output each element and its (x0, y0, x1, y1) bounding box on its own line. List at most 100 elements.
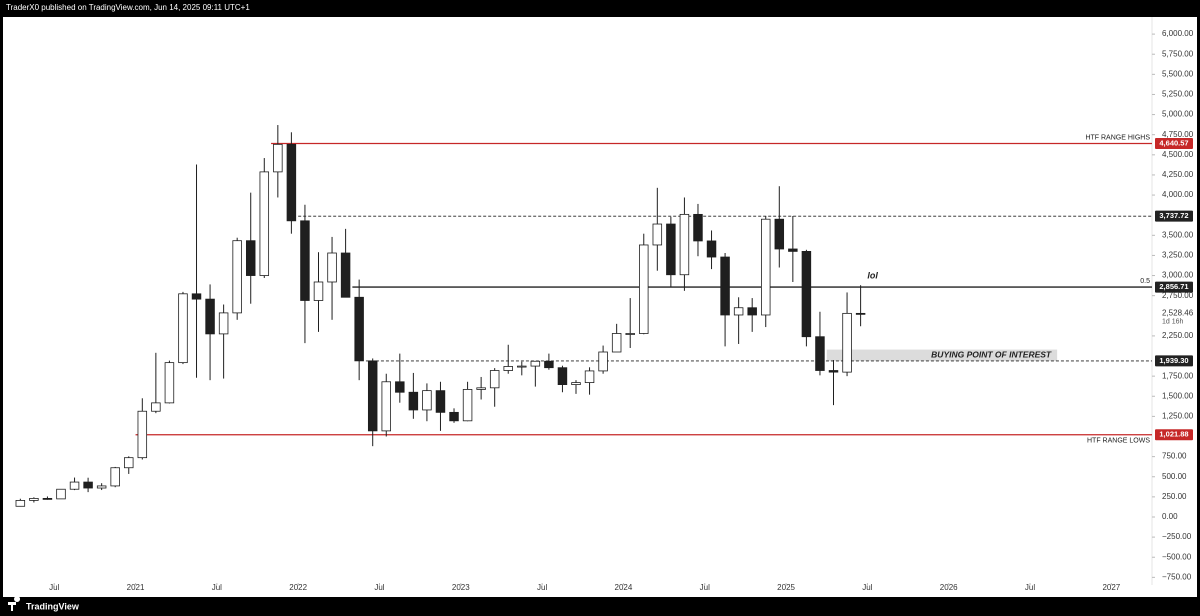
candle-body (273, 143, 283, 173)
level-name: 0.5 (1140, 278, 1150, 285)
candle-body (191, 293, 202, 300)
x-tick-label: Jul (212, 583, 222, 592)
level-name: HTF RANGE LOWS (1087, 438, 1150, 445)
candle-body (435, 390, 446, 413)
candle-body (774, 218, 785, 250)
candle-body (449, 411, 459, 422)
x-tick-label: Jul (1025, 583, 1035, 592)
level-badge (1155, 355, 1193, 367)
candle-body (639, 244, 649, 334)
candle-body (367, 360, 378, 432)
candle-body (422, 390, 432, 411)
candle-body (354, 296, 364, 362)
x-tick-label: Jul (374, 583, 384, 592)
candle-body (69, 481, 80, 490)
x-tick-label: Jul (49, 583, 59, 592)
candle-body (544, 360, 554, 369)
candle-body (15, 500, 26, 507)
candle-body (218, 312, 229, 335)
level-badge-label: 1,021.88 (1159, 430, 1188, 439)
y-tick-label: −750.00 (1162, 572, 1192, 581)
candle-body (828, 370, 839, 373)
candle-body (666, 223, 676, 276)
candle-body (259, 171, 270, 276)
candle-body (96, 485, 107, 489)
y-tick-label: 3,250.00 (1162, 251, 1194, 260)
candle-body (598, 351, 608, 372)
level-badge-label: 3,737.72 (1159, 211, 1188, 220)
x-tick-label: Jul (862, 583, 872, 592)
y-tick-label: 5,750.00 (1162, 49, 1194, 58)
candle-body (462, 389, 473, 422)
candle-body (164, 362, 175, 404)
footer-brand: TradingView (26, 601, 80, 611)
candle-body (381, 381, 391, 432)
annotation: lol (867, 271, 878, 281)
candle-body (124, 457, 134, 469)
level-badge-label: 4,640.57 (1159, 138, 1188, 147)
y-tick-label: 0.00 (1162, 512, 1178, 521)
x-tick-label: 2027 (1102, 583, 1120, 592)
level-badge-label: 1,939.30 (1159, 356, 1188, 365)
candle-body (327, 252, 337, 283)
y-tick-label: 1,750.00 (1162, 371, 1194, 380)
y-tick-label: 500.00 (1162, 472, 1187, 481)
logo-icon (8, 596, 21, 611)
y-tick-label: −500.00 (1162, 552, 1192, 561)
candle-body (679, 213, 690, 276)
level-badge (1155, 138, 1193, 150)
x-tick-label: 2021 (127, 583, 145, 592)
candle-body (489, 370, 500, 389)
candle-body (584, 370, 595, 383)
candle-body (245, 240, 256, 276)
last-price: 2,528.46 (1162, 309, 1194, 318)
candle-body (151, 402, 161, 412)
candle-body (788, 248, 798, 252)
candle-body (286, 143, 297, 222)
y-tick-label: 4,250.00 (1162, 170, 1194, 179)
candle-body (625, 333, 635, 335)
header-text: TraderX0 published on TradingView.com, J… (6, 3, 250, 12)
candle-body (503, 366, 513, 371)
y-tick-label: 4,750.00 (1162, 130, 1194, 139)
y-tick-label: 250.00 (1162, 492, 1187, 501)
y-tick-label: −250.00 (1162, 532, 1192, 541)
candle-body (110, 467, 120, 487)
candle-body (706, 240, 717, 258)
y-tick-label: 2,250.00 (1162, 331, 1194, 340)
countdown: 1d 16h (1162, 318, 1184, 325)
y-tick-label: 4,000.00 (1162, 190, 1194, 199)
y-tick-label: 3,000.00 (1162, 271, 1194, 280)
zone-label: BUYING POINT OF INTEREST (931, 350, 1052, 360)
candle-body (801, 250, 812, 338)
candle-body (83, 481, 93, 489)
candle-body (42, 498, 53, 500)
candle-body (842, 312, 852, 373)
candle-body (720, 256, 730, 316)
candle-body (340, 252, 351, 298)
candle-body (408, 391, 419, 411)
x-tick-label: Jul (700, 583, 710, 592)
x-tick-label: 2023 (452, 583, 470, 592)
x-tick-label: Jul (537, 583, 547, 592)
x-tick-label: 2025 (777, 583, 795, 592)
candle-body (611, 333, 622, 353)
candle-body (205, 298, 215, 335)
candle-body (855, 312, 866, 315)
candle-body (313, 281, 324, 301)
level-badge (1155, 210, 1193, 222)
level-name: HTF RANGE HIGHS (1085, 134, 1150, 141)
candle-body (761, 218, 771, 316)
y-tick-label: 2,750.00 (1162, 291, 1194, 300)
candle-body (56, 488, 66, 500)
level-badge (1155, 429, 1193, 441)
candle-body (178, 293, 188, 364)
candle-body (395, 381, 405, 393)
candle-body (29, 498, 39, 501)
level-badge-label: 2,856.71 (1159, 282, 1188, 291)
y-tick-label: 5,250.00 (1162, 90, 1194, 99)
candle-body (530, 360, 541, 367)
y-tick-label: 5,000.00 (1162, 110, 1194, 119)
candle-body (300, 220, 310, 301)
